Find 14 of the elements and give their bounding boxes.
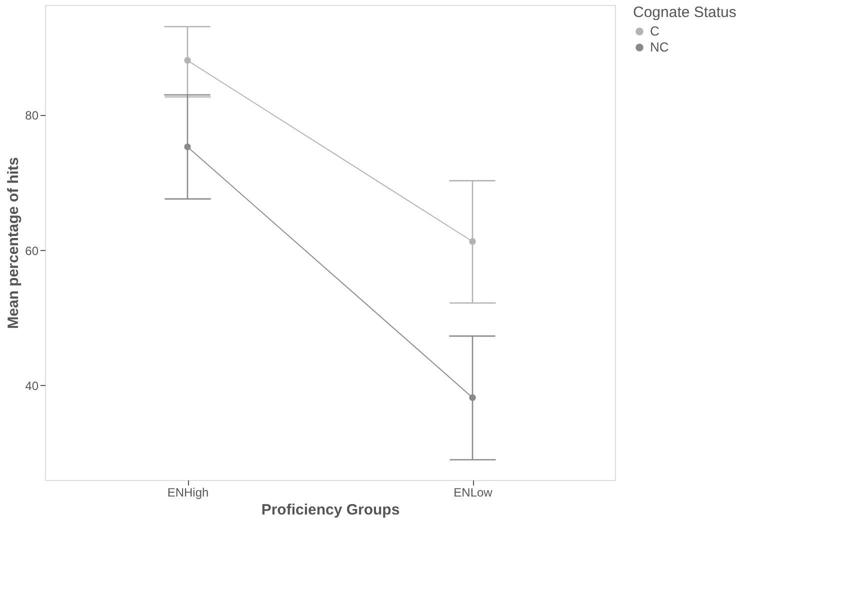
point — [184, 144, 191, 150]
x-axis-title: Proficiency Groups — [261, 502, 400, 518]
legend-title: Cognate Status — [633, 4, 736, 21]
y-tick-label: 40 — [25, 378, 39, 393]
x-tick-label: ENLow — [454, 486, 493, 500]
y-axis-title: Mean percentage of hits — [5, 157, 22, 329]
y-tick-label: 80 — [25, 108, 39, 123]
legend-label: C — [650, 24, 660, 38]
legend-label: NC — [650, 40, 669, 54]
y-tick-label: 60 — [25, 244, 39, 258]
point — [469, 238, 476, 245]
point — [469, 394, 476, 401]
x-tick-label: ENHigh — [167, 486, 209, 500]
point — [184, 57, 191, 64]
